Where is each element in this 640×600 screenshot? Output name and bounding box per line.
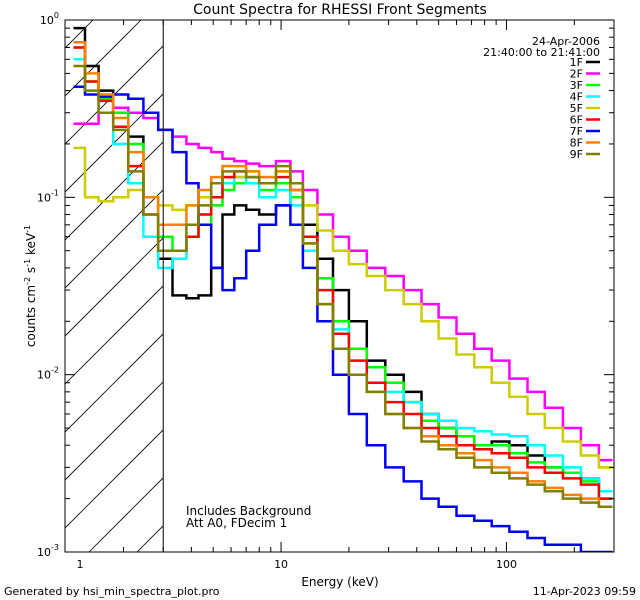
legend-label-8f: 8F (570, 137, 583, 150)
date-label: 24-Apr-2006 (532, 35, 600, 48)
hatch-line (65, 429, 164, 529)
plot-frame (64, 19, 615, 553)
hatch-line (425, 20, 640, 552)
legend-label-4f: 4F (570, 91, 583, 104)
y-tick-label: 10-1 (37, 188, 59, 204)
hatch-line (65, 189, 164, 289)
x-axis-label: Energy (keV) (301, 575, 378, 589)
y-label-sup-3: -1 (23, 225, 32, 233)
series-6f (73, 46, 613, 500)
hatch-line (65, 93, 164, 193)
legend-label-9f: 9F (570, 148, 583, 161)
y-label-sup-1: -2 (23, 277, 32, 285)
legend-label-7f: 7F (570, 125, 583, 138)
time-range-label: 21:40:00 to 21:41:00 (483, 46, 600, 59)
legend-label-2f: 2F (570, 68, 583, 81)
y-label-main: counts cm (24, 285, 38, 347)
legend-label-3f: 3F (570, 79, 583, 92)
chart-title: Count Spectra for RHESSI Front Segments (193, 2, 487, 18)
x-tick-label: 10 (274, 558, 288, 571)
hatch-line (281, 20, 640, 552)
y-tick-label: 10-2 (37, 366, 59, 382)
x-tick-label: 100 (496, 558, 517, 571)
hatch-line (65, 20, 94, 49)
y-label-mid-2: keV (24, 232, 38, 259)
hatch-line (65, 381, 164, 481)
note-attenuator: Att A0, FDecim 1 (186, 516, 287, 530)
hatch-line (65, 20, 142, 97)
legend-label-1f: 1F (570, 56, 583, 69)
series-5f (73, 146, 613, 469)
x-tick-label: 1 (77, 558, 84, 571)
hatch-line (0, 20, 45, 552)
y-label-mid: s (24, 267, 38, 277)
note-background: Includes Background (186, 504, 311, 518)
series-7f (73, 85, 613, 552)
y-tick-label: 100 (40, 11, 59, 27)
hatch-line (65, 285, 164, 385)
series-1f (73, 26, 613, 493)
hatch-line (329, 20, 640, 552)
series-2f (73, 106, 613, 462)
series-3f (73, 46, 613, 500)
series-9f (73, 64, 613, 508)
footer-timestamp: 11-Apr-2023 09:59 (533, 585, 636, 598)
footer-generated-by: Generated by hsi_min_spectra_plot.pro (4, 585, 220, 598)
hatch-line (617, 20, 640, 552)
hatch-line (65, 45, 164, 145)
hatch-line (65, 237, 164, 337)
y-axis-label: counts cm-2 s-1 keV-1 (23, 225, 38, 347)
hatch-line (88, 477, 164, 552)
series-4f (73, 58, 613, 493)
legend-label-5f: 5F (570, 102, 583, 115)
y-label-sup-2: -1 (23, 259, 32, 267)
y-tick-label: 10-3 (37, 543, 59, 559)
legend-label-6f: 6F (570, 114, 583, 127)
hatch-line (65, 333, 164, 433)
